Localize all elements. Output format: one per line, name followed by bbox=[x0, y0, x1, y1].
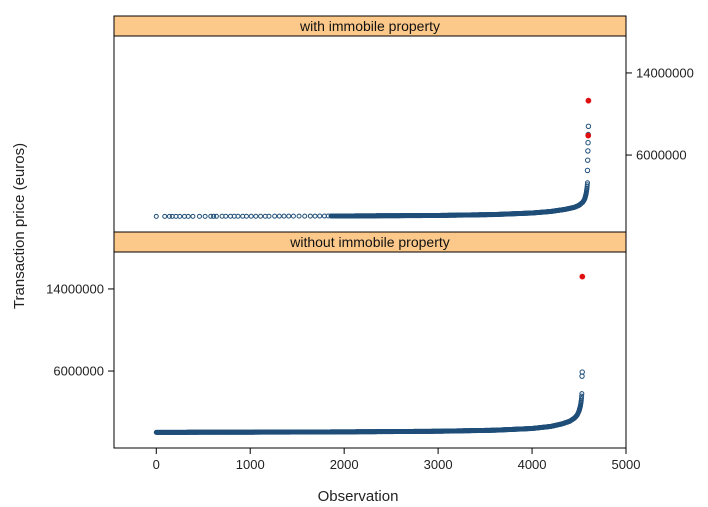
data-point-sparse bbox=[258, 213, 264, 219]
y-tick-label-left: 14000000 bbox=[46, 281, 104, 296]
x-tick-label: 1000 bbox=[236, 457, 265, 472]
data-point-sparse bbox=[276, 213, 282, 219]
x-tick-label: 3000 bbox=[424, 457, 453, 472]
data-point-sparse bbox=[177, 213, 183, 219]
data-point-sparse bbox=[213, 213, 219, 219]
data-point bbox=[584, 180, 590, 186]
data-point-sparse bbox=[272, 213, 278, 219]
y-tick-label-left: 6000000 bbox=[53, 364, 104, 379]
data-point bbox=[579, 391, 585, 397]
data-point-sparse bbox=[153, 213, 159, 219]
data-point-sparse bbox=[302, 213, 308, 219]
data-point-sparse bbox=[202, 213, 208, 219]
data-point-sparse bbox=[296, 213, 302, 219]
data-point-sparse bbox=[162, 213, 168, 219]
highlighted-point bbox=[579, 273, 586, 280]
data-point bbox=[579, 393, 585, 399]
y-axis-left: 6000000 14000000 bbox=[46, 281, 114, 379]
data-point-sparse bbox=[281, 213, 287, 219]
data-point-sparse bbox=[325, 213, 331, 219]
panel-without-immobile-property: without immobile property 6000000 1400000… bbox=[46, 231, 627, 449]
data-point-sparse bbox=[208, 213, 214, 219]
x-axis-title: Observation bbox=[318, 488, 399, 505]
y-axis-right: 6000000 14000000 bbox=[626, 65, 694, 163]
data-point-sparse bbox=[317, 213, 323, 219]
panel-with-immobile-property: with immobile property 6000000 14000000 bbox=[113, 15, 694, 233]
data-point-sparse bbox=[196, 213, 202, 219]
data-point-sparse bbox=[312, 213, 318, 219]
data-point-sparse bbox=[223, 213, 229, 219]
points-bottom bbox=[153, 273, 586, 435]
x-tick-label: 2000 bbox=[330, 457, 359, 472]
data-point-sparse bbox=[190, 213, 196, 219]
data-point-sparse bbox=[266, 213, 272, 219]
highlighted-point bbox=[585, 132, 592, 139]
data-point-sparse bbox=[235, 213, 241, 219]
outlier-point bbox=[579, 369, 585, 375]
outlier-point bbox=[584, 157, 591, 163]
data-point-sparse bbox=[185, 213, 191, 219]
strip-label-without-immobile-property: without immobile property bbox=[289, 234, 450, 250]
outlier-point bbox=[585, 123, 592, 130]
y-tick-label-right: 14000000 bbox=[636, 65, 694, 80]
y-axis-title: Transaction price (euros) bbox=[11, 143, 28, 309]
data-point-sparse bbox=[166, 213, 172, 219]
data-point-sparse bbox=[290, 213, 296, 219]
outlier-point bbox=[585, 148, 591, 154]
y-tick-label-right: 6000000 bbox=[636, 148, 687, 163]
points-top bbox=[153, 97, 592, 219]
panel-frame-bottom bbox=[113, 251, 627, 449]
data-point-sparse bbox=[248, 213, 254, 219]
panel-frame-top bbox=[113, 35, 627, 233]
data-point-sparse bbox=[253, 213, 259, 219]
outlier-point bbox=[585, 140, 591, 146]
data-point-sparse bbox=[243, 213, 249, 219]
x-axis: 0 1000 2000 3000 4000 5000 bbox=[153, 448, 641, 472]
data-point-sparse bbox=[307, 213, 313, 219]
highlighted-point bbox=[585, 97, 592, 104]
data-point bbox=[578, 396, 584, 402]
x-tick-label: 0 bbox=[153, 457, 160, 472]
x-tick-label: 5000 bbox=[612, 457, 641, 472]
x-tick-label: 4000 bbox=[518, 457, 547, 472]
data-point-sparse bbox=[286, 213, 292, 219]
data-point bbox=[584, 182, 590, 188]
outlier-point bbox=[584, 167, 591, 174]
data-point-sparse bbox=[211, 213, 217, 219]
strip-label-with-immobile-property: with immobile property bbox=[299, 18, 440, 34]
